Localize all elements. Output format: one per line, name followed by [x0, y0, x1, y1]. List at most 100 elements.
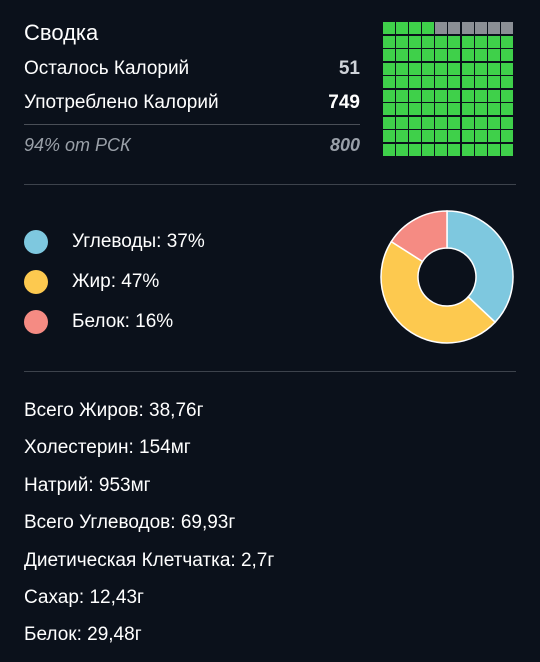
waffle-cell-filled — [474, 89, 487, 102]
summary-section: Сводка Осталось Калорий 51 Употреблено К… — [24, 18, 360, 165]
waffle-cell-filled — [461, 89, 474, 102]
waffle-cell-filled — [422, 22, 435, 34]
consumed-calories-value: 749 — [328, 92, 360, 113]
consumed-calories-row: Употреблено Калорий 749 — [24, 86, 360, 120]
nutrient-item: Всего Углеводов: 69,93г — [24, 512, 236, 534]
waffle-cell-filled — [422, 35, 435, 48]
waffle-cell-filled — [383, 22, 395, 34]
waffle-cell-filled — [383, 103, 395, 115]
waffle-cell-filled — [383, 62, 395, 75]
waffle-cell-filled — [474, 130, 487, 142]
waffle-cell-filled — [487, 49, 500, 61]
waffle-cell-filled — [435, 62, 448, 75]
waffle-cell-filled — [487, 76, 500, 88]
waffle-cell-filled — [383, 143, 395, 156]
waffle-cell-filled — [422, 49, 435, 61]
waffle-cell-filled — [422, 76, 435, 88]
waffle-cell-filled — [448, 89, 461, 102]
waffle-cell-filled — [435, 35, 448, 48]
calorie-waffle-chart — [383, 22, 515, 156]
waffle-cell-filled — [461, 35, 474, 48]
waffle-cell-filled — [448, 35, 461, 48]
waffle-cell-filled — [396, 62, 409, 75]
waffle-cell-filled — [435, 130, 448, 142]
section-divider — [24, 371, 516, 372]
waffle-cell-filled — [474, 35, 487, 48]
nutrient-item: Диетическая Клетчатка: 2,7г — [24, 549, 275, 571]
waffle-cell-filled — [396, 116, 409, 129]
donut-slice-1 — [380, 240, 497, 344]
waffle-cell-filled — [396, 130, 409, 142]
waffle-cell-filled — [409, 116, 422, 129]
waffle-cell-filled — [383, 116, 395, 129]
remaining-calories-value: 51 — [338, 58, 360, 79]
waffle-cell-filled — [474, 62, 487, 75]
section-divider — [24, 184, 516, 185]
nutrients-list: Всего Жиров: 38,76г Холестерин: 154мг Натр… — [24, 392, 274, 654]
waffle-cell-filled — [409, 49, 422, 61]
nutrient-item: Холестерин: 154мг — [24, 437, 191, 459]
rsk-label: 94% от РСК — [24, 134, 131, 155]
waffle-cell-filled — [435, 103, 448, 115]
waffle-cell-filled — [500, 35, 513, 48]
waffle-cell-filled — [487, 143, 500, 156]
consumed-calories-label: Употреблено Калорий — [24, 92, 219, 113]
waffle-cell-filled — [409, 130, 422, 142]
waffle-cell-filled — [383, 35, 395, 48]
legend-item: Углеводы: 37% — [24, 222, 205, 262]
donut-slice-2 — [390, 210, 448, 263]
legend-item: Белок: 16% — [24, 302, 205, 342]
waffle-cell-filled — [500, 76, 513, 88]
waffle-cell-filled — [461, 116, 474, 129]
waffle-cell-filled — [461, 143, 474, 156]
waffle-cell-filled — [487, 62, 500, 75]
remaining-calories-label: Осталось Калорий — [24, 58, 190, 79]
waffle-cell-filled — [500, 103, 513, 115]
waffle-cell-filled — [448, 130, 461, 142]
nutrient-item: Сахар: 12,43г — [24, 586, 144, 608]
waffle-cell-filled — [461, 62, 474, 75]
waffle-cell-filled — [461, 103, 474, 115]
waffle-cell-filled — [500, 130, 513, 142]
legend-label: Жир: 47% — [72, 271, 160, 292]
waffle-cell-filled — [422, 116, 435, 129]
macro-legend: Углеводы: 37% Жир: 47% Белок: 16% — [24, 222, 205, 342]
waffle-cell-filled — [409, 76, 422, 88]
waffle-cell-filled — [396, 143, 409, 156]
waffle-cell-filled — [396, 103, 409, 115]
waffle-cell-empty — [461, 22, 474, 34]
waffle-cell-filled — [487, 116, 500, 129]
waffle-cell-filled — [409, 103, 422, 115]
waffle-cell-empty — [474, 22, 487, 34]
waffle-cell-filled — [422, 143, 435, 156]
waffle-cell-filled — [500, 62, 513, 75]
legend-dot-icon — [24, 230, 48, 254]
waffle-cell-filled — [500, 143, 513, 156]
rsk-row: 94% от РСК 800 — [24, 125, 360, 165]
waffle-cell-filled — [383, 130, 395, 142]
waffle-cell-filled — [487, 89, 500, 102]
waffle-cell-filled — [448, 49, 461, 61]
waffle-cell-filled — [435, 116, 448, 129]
summary-thin-divider — [24, 124, 360, 125]
waffle-cell-filled — [435, 76, 448, 88]
waffle-cell-filled — [435, 89, 448, 102]
legend-item: Жир: 47% — [24, 262, 205, 302]
waffle-cell-filled — [435, 49, 448, 61]
waffle-cell-empty — [500, 22, 513, 34]
waffle-cell-filled — [383, 49, 395, 61]
waffle-cell-filled — [422, 130, 435, 142]
waffle-cell-empty — [487, 22, 500, 34]
waffle-cell-filled — [383, 89, 395, 102]
waffle-cell-empty — [448, 22, 461, 34]
waffle-cell-filled — [487, 130, 500, 142]
legend-dot-icon — [24, 270, 48, 294]
waffle-cell-filled — [422, 89, 435, 102]
waffle-cell-filled — [500, 49, 513, 61]
waffle-cell-filled — [500, 116, 513, 129]
waffle-cell-filled — [409, 62, 422, 75]
waffle-cell-filled — [409, 22, 422, 34]
waffle-cell-filled — [500, 89, 513, 102]
legend-dot-icon — [24, 310, 48, 334]
waffle-cell-filled — [461, 130, 474, 142]
